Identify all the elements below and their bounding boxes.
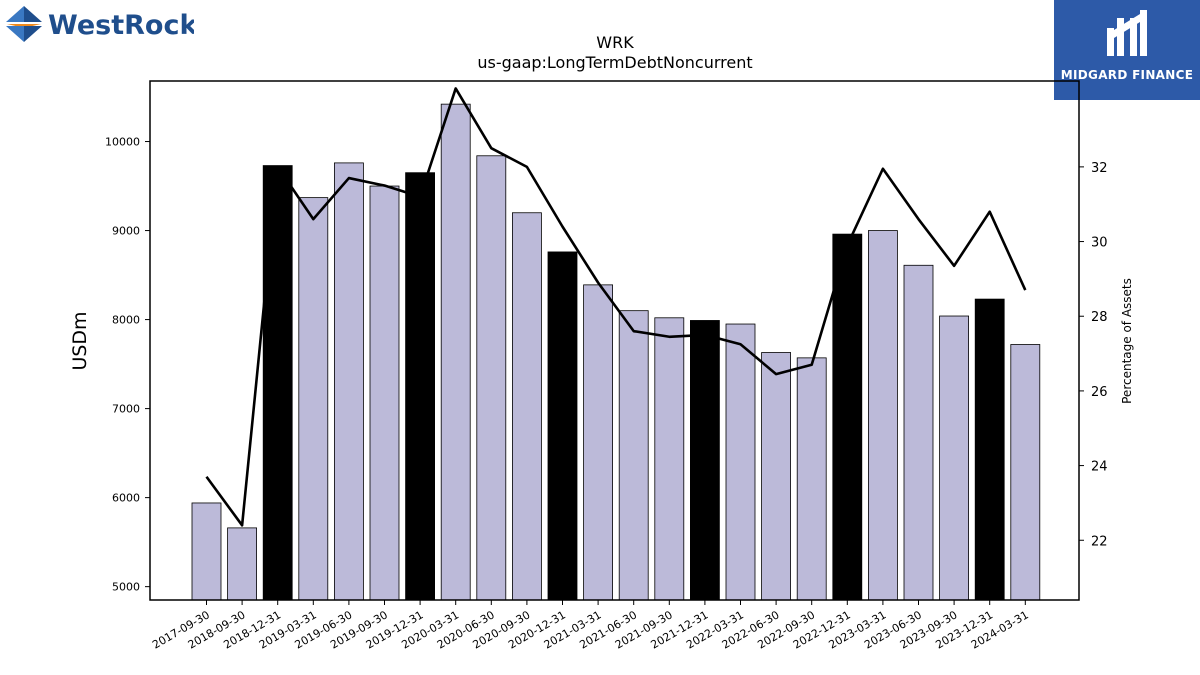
bar-2020-12-31 xyxy=(547,251,578,601)
bar-2020-09-30 xyxy=(512,212,542,601)
bar-2020-06-30 xyxy=(476,155,507,601)
bar-2023-09-30 xyxy=(939,315,969,601)
y-axis-label: USDm xyxy=(69,311,91,370)
bars-group xyxy=(191,103,1041,601)
y-tick-label-7000: 7000 xyxy=(112,403,140,416)
bar-2022-06-30 xyxy=(761,352,791,601)
bar-2018-09-30 xyxy=(227,527,258,601)
bar-2019-09-30 xyxy=(369,185,400,601)
bar-2022-12-31 xyxy=(832,233,863,601)
bar-2021-03-31 xyxy=(583,284,613,601)
bar-2021-09-30 xyxy=(654,317,685,601)
bar-2023-06-30 xyxy=(903,264,934,601)
y-tick-label-6000: 6000 xyxy=(112,492,140,505)
y-tick-label-5000: 5000 xyxy=(112,581,140,594)
bar-2018-12-31 xyxy=(262,165,293,601)
midgard-logo-mark xyxy=(1107,10,1147,56)
bar-2019-12-31 xyxy=(405,172,436,601)
line-group xyxy=(205,87,1027,527)
chart-subtitle: us-gaap:LongTermDebtNoncurrent xyxy=(477,53,752,72)
bar-2020-03-31 xyxy=(440,103,471,601)
bar-2023-03-31 xyxy=(868,230,898,601)
right-axis-ticks: 22 24 26 28 30 32 xyxy=(1079,161,1108,549)
bar-2022-03-31 xyxy=(725,323,756,601)
y2-tick-label-24: 24 xyxy=(1091,460,1108,475)
bar-2021-12-31 xyxy=(690,320,720,601)
plot-frame xyxy=(149,80,1080,601)
bar-2022-09-30 xyxy=(796,357,827,601)
westrock-logo: WestRock xyxy=(4,4,198,44)
y2-tick-label-32: 32 xyxy=(1091,161,1108,176)
y-tick-label-10000: 10000 xyxy=(105,136,140,149)
y2-axis-label: Percentage of Assets xyxy=(1120,278,1134,404)
left-axis-ticks: 5000 6000 7000 8000 9000 10000 xyxy=(105,136,150,594)
bar-2019-03-31 xyxy=(298,197,329,601)
chart-title: WRK xyxy=(596,33,634,52)
bar-2019-06-30 xyxy=(333,162,364,601)
y2-tick-label-22: 22 xyxy=(1091,534,1108,549)
y-tick-label-9000: 9000 xyxy=(112,225,140,238)
y2-tick-label-26: 26 xyxy=(1091,385,1108,400)
y2-tick-label-30: 30 xyxy=(1091,236,1108,251)
midgard-logo-text: MIDGARD FINANCE xyxy=(1060,68,1194,82)
bar-2023-12-31 xyxy=(974,298,1005,601)
bar-2024-03-31 xyxy=(1010,344,1041,601)
y2-tick-label-28: 28 xyxy=(1091,310,1108,325)
percentage-of-assets-line xyxy=(205,87,1027,527)
westrock-logo-mark: WestRock xyxy=(6,6,198,42)
westrock-logo-text: WestRock xyxy=(48,10,194,41)
bar-2021-06-30 xyxy=(618,310,649,601)
y-tick-label-8000: 8000 xyxy=(112,314,140,327)
bar-2017-09-30 xyxy=(191,502,222,601)
x-axis-ticks: 2017-09-302018-09-302018-12-312019-03-31… xyxy=(150,600,1031,652)
